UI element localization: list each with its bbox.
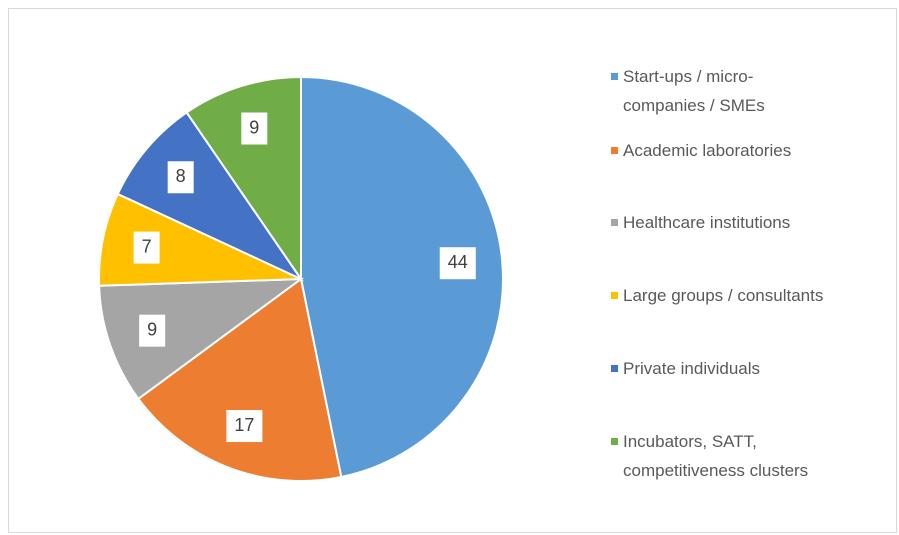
data-label-box — [167, 161, 194, 194]
pie-slice — [98, 277, 305, 401]
data-label: 9 — [249, 117, 259, 137]
legend-swatch — [611, 292, 618, 299]
pie-slice — [136, 277, 343, 482]
data-label-box — [226, 410, 263, 443]
legend-label: Healthcare institutions — [623, 213, 791, 232]
data-label: 44 — [448, 252, 468, 272]
legend-swatch — [611, 438, 618, 445]
legend-label: Large groups / consultants — [623, 286, 824, 305]
legend-label: Incubators, SATT, competitiveness cluste… — [623, 432, 809, 480]
chart-frame — [8, 8, 897, 533]
data-label-group: 7 — [133, 231, 160, 264]
legend-item: Large groups / consultants — [611, 281, 895, 310]
data-label-group: 8 — [167, 161, 194, 194]
data-label-box — [439, 247, 476, 280]
data-label: 9 — [147, 319, 157, 339]
legend-item: Private individuals — [611, 354, 895, 383]
pie-slice — [300, 75, 504, 479]
legend-item: Healthcare institutions — [611, 208, 895, 237]
legend-label: Academic laboratories — [623, 141, 792, 160]
legend-item: Academic laboratories — [611, 136, 895, 165]
data-label-box — [133, 231, 160, 264]
legend-swatch — [611, 73, 618, 80]
data-label-group: 17 — [226, 410, 263, 443]
data-label-group: 9 — [139, 314, 166, 347]
data-label-box — [241, 112, 268, 145]
data-label-group: 44 — [439, 247, 476, 280]
data-label-box — [139, 314, 166, 347]
legend: Start-ups / micro-companies / SMEs Academ… — [611, 62, 895, 529]
legend-item: Start-ups / micro-companies / SMEs — [611, 62, 793, 120]
pie-slice — [185, 75, 302, 283]
data-label: 17 — [234, 415, 254, 435]
legend-label: Start-ups / micro-companies / SMEs — [623, 67, 765, 115]
legend-swatch — [611, 147, 618, 154]
legend-swatch — [611, 219, 618, 226]
pie-slice — [116, 111, 304, 282]
legend-swatch — [611, 365, 618, 372]
legend-item: Incubators, SATT, competitiveness cluste… — [611, 427, 873, 485]
data-label-group: 9 — [241, 112, 268, 145]
data-label: 7 — [142, 236, 152, 256]
data-label: 8 — [176, 166, 186, 186]
legend-label: Private individuals — [623, 359, 761, 378]
